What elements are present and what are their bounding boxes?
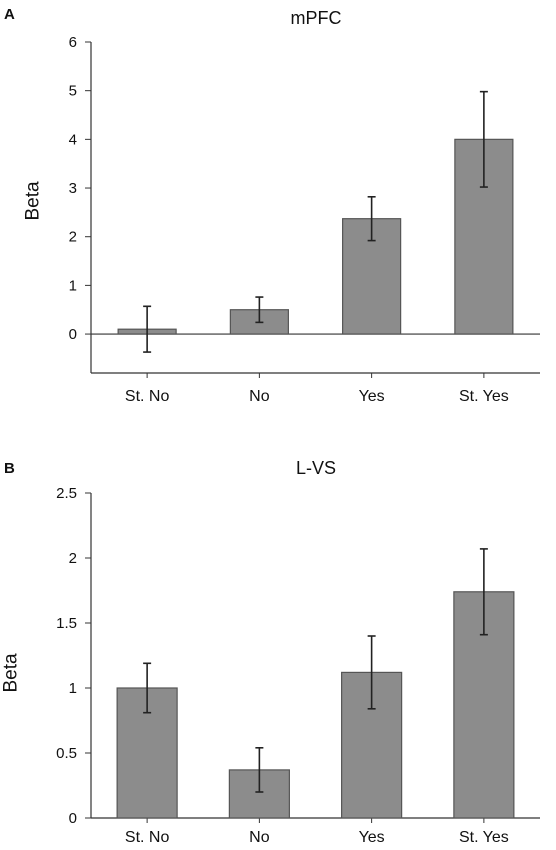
y-tick-label: 4 <box>69 131 77 148</box>
chart-title: mPFC <box>290 8 342 28</box>
chart-title: L-VS <box>295 458 337 478</box>
y-tick-label: 0 <box>69 810 77 827</box>
bar-chart-mpfc: 0 1 2 3 4 5 6 St. No No Yes St. Yes <box>69 34 540 405</box>
y-tick-label: 5 <box>69 83 77 100</box>
x-tick-label: No <box>249 388 270 405</box>
y-tick-label: 1.5 <box>56 615 77 632</box>
y-tick-label: 2.5 <box>56 485 77 502</box>
y-tick-label: 2 <box>69 229 77 246</box>
y-tick-label: 3 <box>69 180 77 197</box>
y-tick-label: 0.5 <box>56 745 77 762</box>
y-tick-label: 6 <box>69 34 77 51</box>
panel-letter: A <box>4 6 15 23</box>
x-tick-label: Yes <box>359 829 385 846</box>
panel-a: A mPFC Beta 0 1 2 3 4 5 6 St. No No Yes St. Yes <box>0 0 556 420</box>
x-tick-label: St. No <box>125 829 170 846</box>
y-tick-label: 1 <box>69 277 77 294</box>
y-tick-label: 0 <box>69 326 77 343</box>
panel-letter: B <box>4 460 15 477</box>
bar-chart-l-vs: 0 0.5 1 1.5 2 2.5 St. No No Yes St. Yes <box>56 485 540 846</box>
y-tick-label: 2 <box>69 550 77 567</box>
x-tick-label: No <box>249 829 270 846</box>
x-tick-label: St. Yes <box>459 829 509 846</box>
y-tick-label: 1 <box>69 680 77 697</box>
panel-b: B L-VS Beta 0 0.5 1 1.5 2 2.5 St. No No Yes St. Y… <box>0 440 556 850</box>
x-tick-label: St. No <box>125 388 170 405</box>
x-tick-label: St. Yes <box>459 388 509 405</box>
x-tick-label: Yes <box>359 388 385 405</box>
